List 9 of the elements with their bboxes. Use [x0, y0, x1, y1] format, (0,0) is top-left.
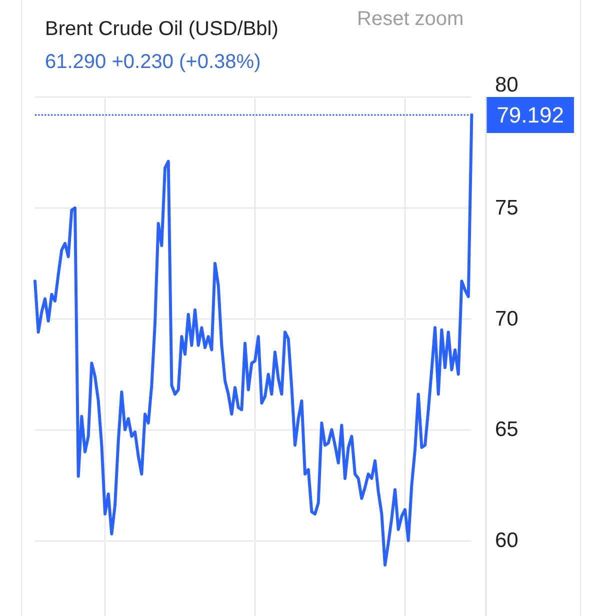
- y-tick-label: 60: [495, 529, 518, 552]
- y-tick-label: 80: [495, 74, 518, 96]
- y-tick-label: 75: [495, 196, 518, 220]
- ref-line-label: 79.192: [496, 102, 564, 128]
- chart-subtitle: 61.290 +0.230 (+0.38%): [45, 51, 261, 73]
- y-tick-label: 70: [495, 307, 518, 330]
- chart-title: Brent Crude Oil (USD/Bbl): [45, 18, 278, 40]
- y-tick-label: 65: [495, 418, 518, 442]
- text: Reset zoom: [357, 8, 464, 30]
